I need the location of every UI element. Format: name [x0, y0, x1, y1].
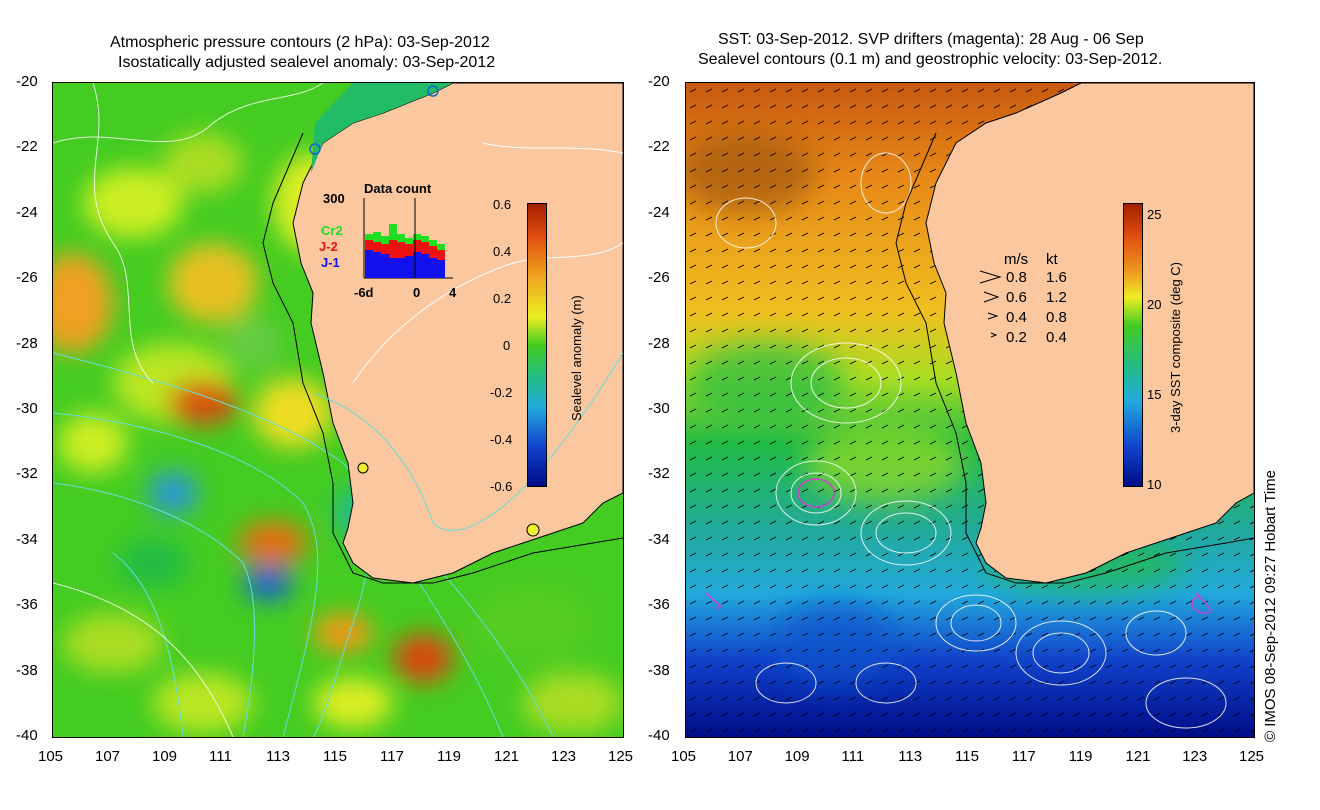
left-lat-tick-9: -38: [16, 661, 38, 679]
data-count-max: 300: [323, 191, 345, 206]
left-map[interactable]: 0.6 0.4 0.2 0 -0.2 -0.4 -0.6 Sealevel an…: [52, 82, 624, 738]
right-lat-tick-9: -38: [648, 661, 670, 679]
right-lon-tick-8: 121: [1125, 748, 1151, 765]
left-lat-tick-2: -24: [16, 203, 38, 221]
sla-colorbar-tick-5: -0.4: [490, 432, 513, 447]
right-lat-tick-2: -24: [648, 203, 670, 221]
left-title-line2: Isostatically adjusted sealevel anomaly:…: [118, 54, 496, 71]
left-lon-tick-5: 115: [323, 748, 347, 765]
right-lon-tick-6: 117: [1011, 748, 1036, 765]
sst-colorbar: [1123, 203, 1143, 487]
left-lon-tick-2: 109: [152, 748, 178, 765]
velocity-legend-kt-1: 1.2: [1046, 289, 1067, 306]
right-lat-tick-7: -34: [648, 530, 670, 548]
right-title-line1: SST: 03-Sep-2012. SVP drifters (magenta)…: [718, 31, 1144, 48]
right-title-line2: Sealevel contours (0.1 m) and geostrophi…: [698, 51, 1163, 68]
right-lat-tick-10: -40: [648, 727, 670, 744]
right-lon-tick-2: 109: [784, 748, 810, 765]
velocity-legend-ms-0: 0.8: [1006, 269, 1027, 286]
right-lat-tick-0: -20: [648, 73, 670, 90]
left-lon-tick-0: 105: [38, 748, 64, 765]
right-lat-tick-1: -22: [648, 138, 670, 156]
left-lat-tick-5: -30: [16, 400, 38, 417]
velocity-legend-ms-1: 0.6: [1006, 289, 1027, 306]
imos-credit: © IMOS 08-Sep-2012 09:27 Hobart Time: [1262, 469, 1279, 742]
velocity-legend-ms-3: 0.2: [1006, 329, 1027, 346]
data-count-title: Data count: [364, 181, 432, 196]
sst-colorbar-tick-1: 20: [1147, 297, 1162, 312]
right-lon-tick-0: 105: [671, 748, 697, 765]
left-lat-tick-3: -26: [16, 269, 38, 287]
velocity-legend-arrows: [979, 270, 1002, 338]
left-lon-tick-8: 121: [494, 748, 520, 765]
left-lon-tick-1: 107: [95, 748, 121, 765]
left-lat-tick-6: -32: [16, 465, 38, 483]
right-lon-tick-7: 119: [1068, 748, 1093, 765]
sst-colorbar-tick-0: 25: [1147, 207, 1162, 222]
right-lon-tick-9: 123: [1182, 748, 1208, 765]
left-lat-tick-0: -20: [16, 73, 38, 90]
sla-colorbar-tick-2: 0.2: [493, 291, 512, 306]
velocity-legend-header-ms: m/s: [1004, 251, 1029, 268]
left-lon-tick-9: 123: [551, 748, 577, 765]
sla-colorbar-label: Sealevel anomaly (m): [569, 295, 584, 421]
data-count-xlabel-0: -6d: [354, 285, 374, 300]
data-count-histogram: [363, 198, 453, 279]
data-count-series-1: J-2: [319, 239, 338, 254]
left-title-line1: Atmospheric pressure contours (2 hPa): 0…: [110, 34, 490, 51]
sla-colorbar: [527, 203, 547, 487]
right-lon-tick-4: 113: [898, 748, 923, 765]
left-lat-tick-1: -22: [16, 138, 38, 156]
left-lon-tick-3: 111: [209, 748, 232, 765]
sla-colorbar-tick-4: -0.2: [490, 385, 513, 400]
velocity-legend-header-kt: kt: [1046, 251, 1058, 268]
left-lon-tick-6: 117: [380, 748, 404, 765]
right-lat-tick-6: -32: [648, 465, 670, 483]
data-count-xlabel-1: 0: [413, 285, 421, 300]
sst-colorbar-tick-3: 10: [1147, 477, 1162, 492]
right-lat-tick-8: -36: [648, 596, 670, 614]
left-lat-tick-10: -40: [16, 727, 38, 744]
right-lon-tick-10: 125: [1239, 748, 1265, 765]
right-lat-tick-4: -28: [648, 334, 670, 352]
sst-colorbar-tick-2: 15: [1147, 387, 1162, 402]
sst-colorbar-label: 3-day SST composite (deg C): [1168, 262, 1183, 433]
velocity-legend-ms-2: 0.4: [1006, 309, 1027, 326]
left-lon-tick-7: 119: [437, 748, 461, 765]
right-map[interactable]: 25 20 15 10 3-day SST composite (deg C) …: [685, 82, 1255, 738]
data-count-series-2: J-1: [321, 255, 340, 270]
data-count-series-0: Cr2: [321, 223, 343, 238]
right-lon-tick-3: 111: [841, 748, 865, 765]
data-count-xlabel-2: 4: [449, 285, 457, 300]
left-lon-tick-4: 113: [266, 748, 290, 765]
velocity-legend-kt-0: 1.6: [1046, 269, 1067, 286]
velocity-legend-kt-3: 0.4: [1046, 329, 1067, 346]
left-lat-tick-7: -34: [16, 530, 38, 548]
right-lon-tick-1: 107: [727, 748, 753, 765]
right-lat-tick-3: -26: [648, 269, 670, 287]
right-lat-tick-5: -30: [648, 400, 670, 417]
velocity-legend-kt-2: 0.8: [1046, 309, 1067, 326]
sla-colorbar-tick-3: 0: [503, 338, 511, 353]
left-lon-tick-10: 125: [608, 748, 634, 765]
sla-colorbar-tick-1: 0.4: [493, 244, 512, 259]
left-lat-tick-8: -36: [16, 596, 38, 614]
sla-colorbar-tick-0: 0.6: [493, 197, 512, 212]
left-lat-tick-4: -28: [16, 334, 38, 352]
sla-colorbar-tick-6: -0.6: [490, 479, 513, 494]
right-lon-tick-5: 115: [955, 748, 979, 765]
